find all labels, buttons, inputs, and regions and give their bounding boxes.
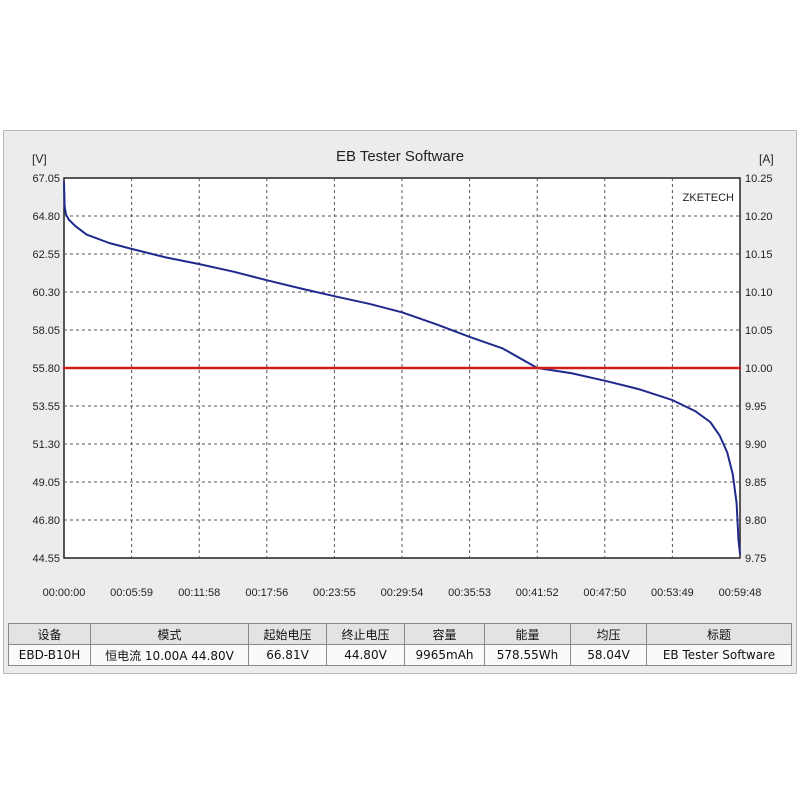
cell-energy: 578.55Wh xyxy=(484,644,571,666)
y-right-tick-label: 9.75 xyxy=(745,553,766,565)
y-left-tick-label: 51.30 xyxy=(32,439,60,451)
x-tick-label: 00:41:52 xyxy=(516,587,559,599)
cell-capacity: 9965mAh xyxy=(404,644,485,666)
x-tick-label: 00:47:50 xyxy=(583,587,626,599)
header-device: 设备 xyxy=(8,623,91,645)
y-right-tick-label: 9.85 xyxy=(745,477,766,489)
header-mode: 模式 xyxy=(90,623,249,645)
y-left-tick-label: 53.55 xyxy=(32,401,60,413)
header-start-voltage: 起始电压 xyxy=(248,623,327,645)
y-right-tick-label: 10.20 xyxy=(745,211,773,223)
x-tick-labels: 00:00:00 00:05:59 00:11:58 00:17:56 00:23:55… xyxy=(43,587,762,599)
y-right-unit: [A] xyxy=(759,152,774,166)
header-energy: 能量 xyxy=(484,623,571,645)
header-title: 标题 xyxy=(646,623,792,645)
x-tick-label: 00:11:58 xyxy=(178,587,220,599)
chart-svg: EB Tester Software [V] [A] ZKETECH 67.05… xyxy=(32,148,774,599)
y-left-tick-label: 60.30 xyxy=(32,287,60,299)
cell-title: EB Tester Software xyxy=(646,644,792,666)
x-tick-label: 00:00:00 xyxy=(43,587,86,599)
cell-average-voltage: 58.04V xyxy=(570,644,647,666)
header-capacity: 容量 xyxy=(404,623,485,645)
voltage-series-line xyxy=(63,181,741,555)
y-right-tick-labels: 10.25 10.20 10.15 10.10 10.05 10.00 9.95 9.90 9.… xyxy=(745,173,773,565)
y-left-tick-label: 67.05 xyxy=(32,173,60,185)
x-tick-label: 00:59:48 xyxy=(719,587,762,599)
y-left-tick-label: 58.05 xyxy=(32,325,60,337)
y-right-tick-label: 10.05 xyxy=(745,325,773,337)
chart-title: EB Tester Software xyxy=(336,148,464,165)
y-left-tick-labels: 67.05 64.80 62.55 60.30 58.05 55.80 53.55 51.30… xyxy=(32,173,60,565)
summary-header-row: 设备 模式 起始电压 终止电压 容量 能量 均压 标题 xyxy=(8,623,792,645)
y-left-tick-label: 49.05 xyxy=(32,477,60,489)
x-tick-label: 00:17:56 xyxy=(245,587,288,599)
header-end-voltage: 终止电压 xyxy=(326,623,405,645)
x-tick-label: 00:23:55 xyxy=(313,587,356,599)
y-right-tick-label: 10.00 xyxy=(745,363,773,375)
cell-start-voltage: 66.81V xyxy=(248,644,327,666)
y-left-tick-label: 46.80 xyxy=(32,515,60,527)
cell-mode: 恒电流 10.00A 44.80V xyxy=(90,644,249,666)
y-right-tick-label: 9.80 xyxy=(745,515,766,527)
x-tick-label: 00:05:59 xyxy=(110,587,153,599)
y-left-tick-label: 44.55 xyxy=(32,553,60,565)
x-tick-label: 00:53:49 xyxy=(651,587,694,599)
y-left-tick-label: 64.80 xyxy=(32,211,60,223)
cell-device: EBD-B10H xyxy=(8,644,91,666)
x-tick-label: 00:35:53 xyxy=(448,587,491,599)
cell-end-voltage: 44.80V xyxy=(326,644,405,666)
y-right-tick-label: 9.95 xyxy=(745,401,766,413)
y-right-tick-label: 10.25 xyxy=(745,173,773,185)
zketech-watermark: ZKETECH xyxy=(683,192,734,204)
y-left-unit: [V] xyxy=(32,152,47,166)
summary-table: 设备 模式 起始电压 终止电压 容量 能量 均压 标题 EBD-B10H 恒电流… xyxy=(8,623,792,666)
y-right-tick-label: 10.10 xyxy=(745,287,773,299)
y-right-tick-label: 10.15 xyxy=(745,249,773,261)
series-layer xyxy=(62,181,742,555)
header-average-voltage: 均压 xyxy=(570,623,647,645)
y-left-tick-label: 62.55 xyxy=(32,249,60,261)
y-right-tick-label: 9.90 xyxy=(745,439,766,451)
x-tick-label: 00:29:54 xyxy=(381,587,424,599)
y-left-tick-label: 55.80 xyxy=(32,363,60,375)
summary-data-row: EBD-B10H 恒电流 10.00A 44.80V 66.81V 44.80V… xyxy=(8,644,792,666)
